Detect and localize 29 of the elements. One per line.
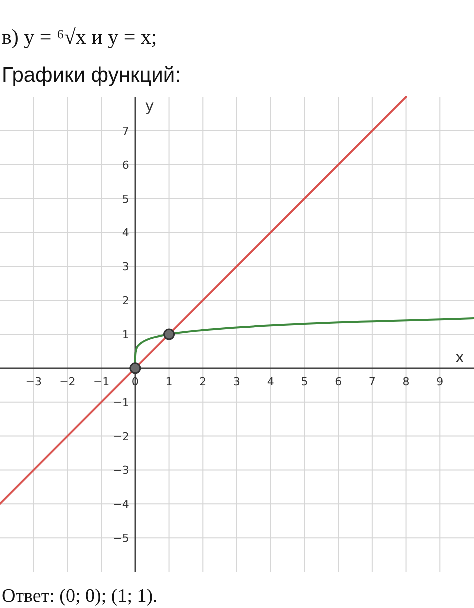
x-tick-label: 6	[335, 375, 342, 388]
x-tick-label: 8	[402, 375, 410, 388]
y-tick-label: 6	[122, 158, 130, 172]
y-tick-label: −2	[113, 430, 130, 444]
y-tick-label: 3	[122, 260, 130, 274]
x-tick-label: 7	[368, 375, 376, 388]
y-tick-label: 2	[122, 294, 130, 308]
y-axis-title: y	[145, 97, 154, 115]
y-tick-label: −5	[113, 532, 130, 546]
y-tick-label: 4	[122, 226, 130, 240]
chart-title: в) y = ⁶√x и y = x;	[2, 25, 158, 49]
x-axis-title: x	[456, 348, 465, 366]
x-tick-label: 3	[234, 375, 240, 388]
y-tick-label: 5	[122, 192, 130, 206]
chart-subtitle: Графики функций:	[2, 64, 181, 87]
x-tick-label: −2	[60, 375, 76, 388]
y-tick-label: −1	[113, 396, 130, 410]
x-tick-label: 1	[166, 375, 173, 388]
x-tick-label: −3	[26, 375, 42, 388]
x-tick-label: 4	[267, 375, 274, 388]
x-tick-label: 2	[200, 375, 207, 388]
y-tick-label: 7	[122, 124, 130, 138]
y-tick-label: 1	[122, 328, 130, 342]
y-tick-label: −3	[113, 464, 130, 478]
x-tick-label: −1	[93, 375, 110, 388]
text: Ответ: (0; 0); (1; 1).	[2, 586, 158, 607]
y-tick-label: −4	[113, 498, 130, 512]
x-tick-label: 5	[301, 375, 308, 388]
x-tick-label: 9	[436, 375, 444, 388]
